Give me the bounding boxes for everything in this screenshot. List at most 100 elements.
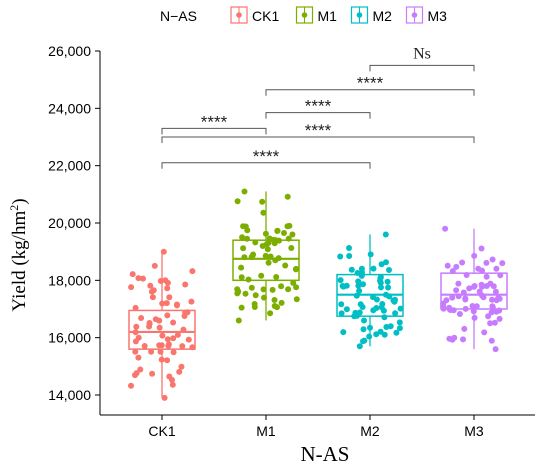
legend-key-dot — [236, 12, 242, 18]
data-point — [373, 331, 380, 338]
data-point — [383, 324, 390, 330]
data-point — [390, 297, 397, 304]
data-point — [378, 261, 385, 268]
data-point — [356, 287, 363, 294]
legend-entry-m1: M1 — [295, 6, 338, 24]
data-point — [481, 329, 488, 336]
data-point — [461, 325, 468, 332]
data-point — [147, 282, 154, 289]
data-point — [377, 328, 384, 335]
bracket-ck1-m3: **** — [161, 121, 475, 143]
data-point — [239, 234, 246, 241]
data-point — [499, 260, 506, 267]
data-point — [343, 306, 350, 313]
data-point — [260, 286, 267, 293]
data-point — [262, 252, 269, 259]
data-point — [361, 337, 368, 344]
box-m1 — [232, 191, 300, 321]
significance-label: **** — [305, 121, 332, 140]
data-point — [359, 304, 366, 310]
data-point — [165, 341, 172, 348]
data-point — [284, 223, 291, 230]
data-point — [352, 309, 359, 316]
data-point — [346, 253, 353, 259]
y-axis-label-close: ) — [9, 198, 30, 204]
bracket-line — [265, 112, 371, 119]
data-point — [356, 343, 363, 350]
box-ck1 — [128, 251, 196, 398]
data-point — [164, 285, 171, 292]
data-point — [129, 271, 136, 278]
data-point — [248, 284, 255, 291]
data-point — [381, 331, 388, 338]
significance-label: Ns — [413, 45, 431, 62]
x-tick-label: M3 — [464, 423, 484, 439]
data-point — [238, 304, 245, 311]
bracket-line — [265, 89, 475, 96]
data-point — [370, 265, 377, 272]
box-m3 — [440, 228, 508, 350]
data-point — [234, 290, 241, 297]
data-point — [290, 279, 297, 286]
data-point — [483, 273, 490, 280]
data-point — [489, 256, 496, 263]
legend-label: M2 — [373, 8, 393, 24]
data-point — [164, 357, 171, 364]
data-point — [381, 314, 388, 321]
y-axis-label-main: Yield (kg/hm — [9, 211, 30, 312]
y-tick-label: 18,000 — [48, 272, 91, 288]
data-point — [492, 288, 499, 295]
data-point — [169, 381, 176, 388]
data-point — [337, 253, 344, 260]
data-point — [382, 231, 389, 238]
bracket-m1-m3: **** — [265, 74, 475, 96]
data-point — [135, 275, 142, 282]
data-point — [489, 296, 495, 303]
bracket-line — [161, 127, 267, 135]
y-tick-label: 24,000 — [48, 100, 91, 116]
data-point — [488, 309, 495, 316]
data-point — [148, 288, 155, 295]
data-point — [483, 259, 490, 266]
data-point — [242, 223, 249, 230]
data-point — [377, 279, 384, 286]
data-point — [265, 259, 272, 266]
data-point — [285, 286, 292, 293]
legend-entry-m2: M2 — [350, 6, 393, 24]
y-tick-label: 16,000 — [48, 330, 91, 346]
data-point — [166, 294, 173, 301]
data-point — [338, 301, 345, 308]
data-point — [456, 311, 463, 317]
data-point — [356, 309, 363, 316]
box-body — [128, 309, 196, 350]
legend-key-dot — [301, 12, 308, 18]
bracket-ck1-m2: **** — [161, 147, 371, 169]
data-point — [158, 342, 165, 349]
data-point — [149, 294, 156, 301]
data-point — [176, 368, 183, 375]
data-point — [373, 296, 380, 303]
data-point — [234, 198, 241, 205]
legend-title: N−AS — [160, 8, 197, 24]
data-point — [360, 326, 367, 333]
data-point — [462, 295, 469, 302]
data-point — [174, 331, 181, 338]
data-point — [135, 354, 142, 361]
data-point — [288, 245, 295, 251]
data-point — [492, 346, 499, 353]
legend-label: M1 — [318, 8, 338, 24]
data-point — [189, 268, 196, 275]
legend-key-dot — [411, 12, 418, 18]
bracket-ck1-m1: **** — [161, 112, 267, 135]
data-point — [493, 265, 500, 272]
x-tick-label: M2 — [360, 423, 380, 439]
data-point — [252, 292, 259, 299]
data-point — [140, 275, 146, 282]
boxes — [128, 191, 508, 398]
data-point — [132, 348, 139, 355]
data-point — [128, 382, 134, 389]
data-point — [263, 241, 270, 248]
data-point — [487, 320, 494, 327]
data-point — [478, 281, 485, 288]
data-point — [151, 262, 158, 269]
